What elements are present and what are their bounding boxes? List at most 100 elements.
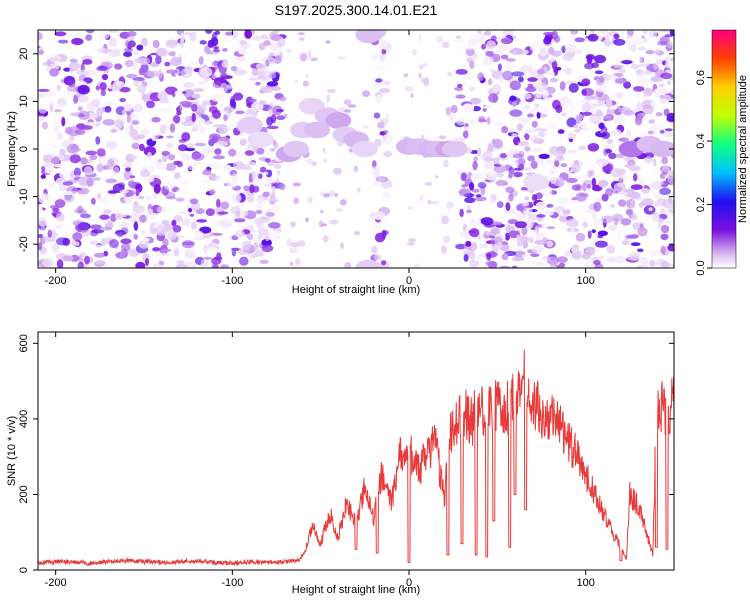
noise-cell xyxy=(500,37,513,45)
noise-cell xyxy=(534,82,548,92)
noise-cell xyxy=(181,120,195,127)
noise-cell xyxy=(472,160,478,171)
noise-cell xyxy=(159,249,167,254)
noise-cell xyxy=(611,213,624,222)
noise-cell xyxy=(536,111,541,119)
noise-cell xyxy=(113,166,120,174)
spectral-blob xyxy=(351,140,378,158)
noise-cell xyxy=(488,260,498,268)
noise-cell xyxy=(133,233,138,240)
noise-cell xyxy=(465,47,475,57)
noise-cell xyxy=(490,237,496,247)
noise-cell xyxy=(129,128,139,139)
noise-cell xyxy=(259,166,267,173)
noise-cell xyxy=(659,129,665,134)
noise-cell xyxy=(167,51,176,56)
spectrogram-x-axis-title: Height of straight line (km) xyxy=(292,284,420,296)
noise-cell xyxy=(233,218,246,223)
noise-cell xyxy=(597,255,606,260)
y-tick-label: 600 xyxy=(18,334,30,352)
noise-cell xyxy=(49,68,59,77)
noise-cell xyxy=(213,155,225,160)
noise-cell xyxy=(564,183,573,187)
noise-cell xyxy=(474,196,487,202)
noise-cell xyxy=(479,243,489,249)
noise-cell xyxy=(223,164,232,171)
noise-cell xyxy=(259,86,267,93)
noise-cell xyxy=(511,265,518,268)
noise-cell xyxy=(190,202,201,212)
snr-y-axis-title: SNR (10 * v/v) xyxy=(6,416,18,486)
noise-cell xyxy=(166,69,178,74)
noise-cell xyxy=(408,238,416,243)
noise-cell xyxy=(373,211,386,220)
noise-cell xyxy=(512,153,525,159)
noise-cell xyxy=(265,59,270,67)
noise-cell xyxy=(486,40,496,50)
noise-cell xyxy=(499,153,507,159)
noise-cell xyxy=(125,73,138,79)
noise-cell xyxy=(375,78,383,83)
noise-cell xyxy=(501,253,509,261)
noise-cell xyxy=(127,36,134,42)
noise-cell xyxy=(478,116,486,122)
snr-y-ticks: 0 200 400 600 xyxy=(18,334,674,573)
noise-cell xyxy=(566,133,577,140)
noise-cell xyxy=(305,217,309,223)
noise-cell xyxy=(512,256,525,262)
noise-cell xyxy=(50,156,60,165)
noise-cell xyxy=(96,163,104,172)
noise-cell xyxy=(462,130,469,139)
noise-cell xyxy=(371,245,378,254)
noise-cell xyxy=(617,191,628,196)
noise-cell xyxy=(79,213,92,219)
noise-cell xyxy=(469,250,476,261)
noise-cell xyxy=(189,213,195,217)
noise-cell xyxy=(470,173,483,180)
x-tick-label: -100 xyxy=(221,275,243,287)
noise-cell xyxy=(531,148,543,153)
noise-cell xyxy=(120,197,133,205)
noise-cell xyxy=(617,231,622,238)
noise-cell xyxy=(126,114,131,124)
noise-cell xyxy=(108,30,119,33)
noise-cell xyxy=(553,150,563,159)
noise-cell xyxy=(222,36,234,42)
noise-cell xyxy=(184,249,195,255)
noise-cell xyxy=(74,241,80,247)
noise-cell xyxy=(258,173,263,179)
noise-cell xyxy=(362,124,369,129)
noise-cell xyxy=(59,148,66,156)
noise-cell xyxy=(107,84,116,90)
noise-cell xyxy=(550,263,555,268)
noise-cell xyxy=(649,249,661,256)
noise-cell xyxy=(506,64,517,70)
noise-cell xyxy=(553,35,561,43)
noise-cell xyxy=(618,199,627,207)
noise-cell xyxy=(69,61,80,72)
noise-cell xyxy=(235,229,245,238)
noise-cell xyxy=(146,70,159,78)
noise-cell xyxy=(614,92,624,99)
noise-cell xyxy=(490,194,497,201)
noise-cell xyxy=(546,240,554,248)
noise-cell xyxy=(563,169,573,174)
noise-cell xyxy=(463,249,470,253)
noise-cell xyxy=(206,247,217,253)
noise-cell xyxy=(473,156,479,161)
noise-cell xyxy=(193,230,204,239)
noise-cell xyxy=(403,73,409,78)
noise-cell xyxy=(637,63,650,68)
noise-cell xyxy=(525,86,537,92)
noise-cell xyxy=(653,62,659,70)
noise-cell xyxy=(80,185,86,189)
spectrogram-y-axis-title: Frequency (Hz) xyxy=(6,111,18,187)
noise-cell xyxy=(93,252,106,258)
noise-cell xyxy=(157,91,168,101)
noise-cell xyxy=(337,56,346,60)
noise-cell xyxy=(108,38,118,47)
noise-cell xyxy=(573,124,579,129)
noise-cell xyxy=(209,133,221,140)
noise-cell xyxy=(574,128,581,133)
noise-cell xyxy=(534,225,540,234)
